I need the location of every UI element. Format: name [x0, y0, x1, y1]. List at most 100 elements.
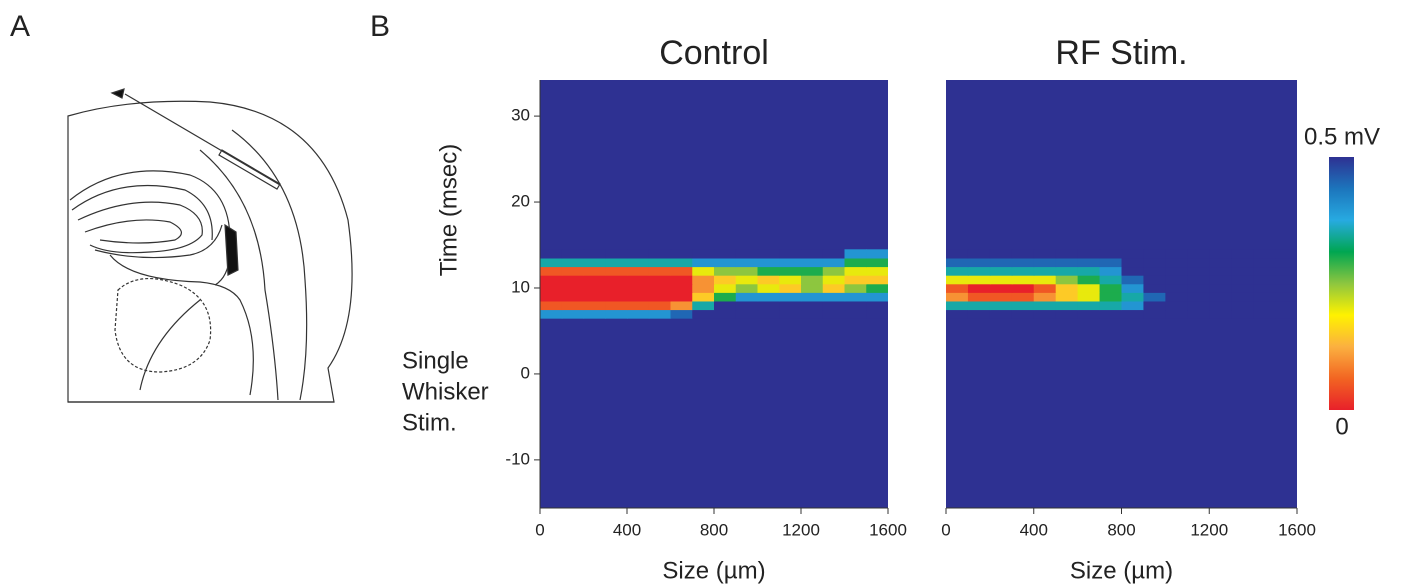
heatmap-cell [1165, 266, 1188, 276]
colorbar [1329, 157, 1354, 410]
heatmap-cell [844, 257, 867, 268]
heatmap-cell [1275, 249, 1297, 259]
heatmap-cell [1187, 249, 1210, 259]
heatmap-cell [1099, 275, 1123, 285]
heatmap-cell [1011, 266, 1035, 276]
heatmap-cell [1253, 266, 1276, 276]
x-tick-label: 1200 [782, 520, 820, 539]
heatmap-cell [540, 266, 563, 276]
heatmap-cell [1011, 275, 1035, 285]
heatmap-cell [648, 292, 672, 302]
heatmap-cell [670, 266, 693, 276]
heatmap-cell [1231, 283, 1254, 293]
panel-label: B [370, 10, 390, 43]
y-tick-label: 0 [521, 363, 530, 382]
heatmap-cell [844, 266, 867, 276]
heatmap-cell [561, 300, 585, 311]
heatmap-cell [670, 292, 693, 302]
heatmap-cell [540, 257, 563, 268]
heatmap-cell [583, 275, 606, 285]
heatmap-cell [1143, 257, 1166, 268]
heatmap-cell [1165, 249, 1188, 259]
heatmap-cell [1253, 292, 1276, 302]
heatmap-cell [1011, 249, 1035, 259]
heatmap-cell [561, 257, 585, 268]
heatmap-cell [844, 309, 867, 319]
heatmap-cell [648, 309, 672, 319]
heatmap-cell [866, 292, 888, 302]
heatmap-cell [1143, 309, 1166, 319]
heatmap-cell [1143, 292, 1166, 302]
heatmap-cell [561, 266, 585, 276]
heatmap-cell [1077, 249, 1101, 259]
heatmap-cell [1011, 283, 1035, 293]
heatmap-cell [714, 283, 737, 293]
heatmap-cell [1275, 300, 1297, 311]
heatmap-cell [1275, 292, 1297, 302]
heatmap-cell [1143, 266, 1166, 276]
heatmap-cell [1143, 283, 1166, 293]
heatmap-cell [801, 249, 824, 259]
heatmap-cell [1121, 249, 1145, 259]
heatmap-cell [779, 292, 802, 302]
heatmap-cell [1011, 309, 1035, 319]
heatmap-cell [692, 309, 715, 319]
heatmap-cell [540, 309, 563, 319]
heatmap-cell [692, 266, 715, 276]
heatmap-cell [648, 257, 672, 268]
heatmap-cell [866, 309, 888, 319]
heatmap-cells [540, 249, 888, 319]
heatmap-cell [1165, 283, 1188, 293]
heatmap-cell [989, 292, 1013, 302]
heatmap-cell [1231, 249, 1254, 259]
heatmap-cell [714, 300, 737, 311]
heatmap-cell [1055, 266, 1079, 276]
heatmap-cell [735, 309, 759, 319]
x-tick-label: 1600 [869, 520, 907, 539]
heatmap-cell [1165, 300, 1188, 311]
heatmap-cell [779, 309, 802, 319]
heatmap-cell [735, 300, 759, 311]
heatmap-cell [1253, 249, 1276, 259]
heatmap-cell [1165, 292, 1188, 302]
heatmap-cell [670, 283, 693, 293]
heatmap-cell [967, 292, 991, 302]
heatmap-cell [670, 257, 693, 268]
x-tick-label: 800 [700, 520, 728, 539]
heatmap-cell [561, 249, 585, 259]
x-tick-label: 800 [1107, 520, 1135, 539]
heatmap-cell [1231, 309, 1254, 319]
annotation: Single [402, 347, 469, 374]
heatmap-cell [866, 300, 888, 311]
heatmap-cell [627, 283, 650, 293]
heatmap-cell [1253, 257, 1276, 268]
x-tick-label: 0 [941, 520, 950, 539]
heatmap-cell [946, 275, 969, 285]
heatmap-cell [1099, 266, 1123, 276]
heatmap-cell [946, 266, 969, 276]
heatmap-cell [1209, 309, 1232, 319]
heatmap-cell [989, 275, 1013, 285]
heatmap-cell [1033, 292, 1057, 302]
heatmap-cell [627, 275, 650, 285]
heatmap-cell [561, 283, 585, 293]
heatmap-cell [583, 292, 606, 302]
heatmap-cell [757, 292, 780, 302]
heatmap-cell [583, 283, 606, 293]
heatmap-cell [1275, 283, 1297, 293]
heatmap-cell [1209, 266, 1232, 276]
heatmap-cell [1209, 249, 1232, 259]
heatmap-cell [1121, 275, 1145, 285]
heatmap-cells [946, 249, 1297, 319]
heatmap-cell [967, 266, 991, 276]
heatmap-cell [648, 275, 672, 285]
heatmap-cell [1033, 309, 1057, 319]
heatmap-cell [844, 249, 867, 259]
heatmap-cell [605, 300, 628, 311]
heatmap-cell [822, 283, 846, 293]
heatmap-cell [1143, 275, 1166, 285]
heatmap-cell [692, 275, 715, 285]
heatmap-cell [561, 309, 585, 319]
heatmap-cell [605, 309, 628, 319]
